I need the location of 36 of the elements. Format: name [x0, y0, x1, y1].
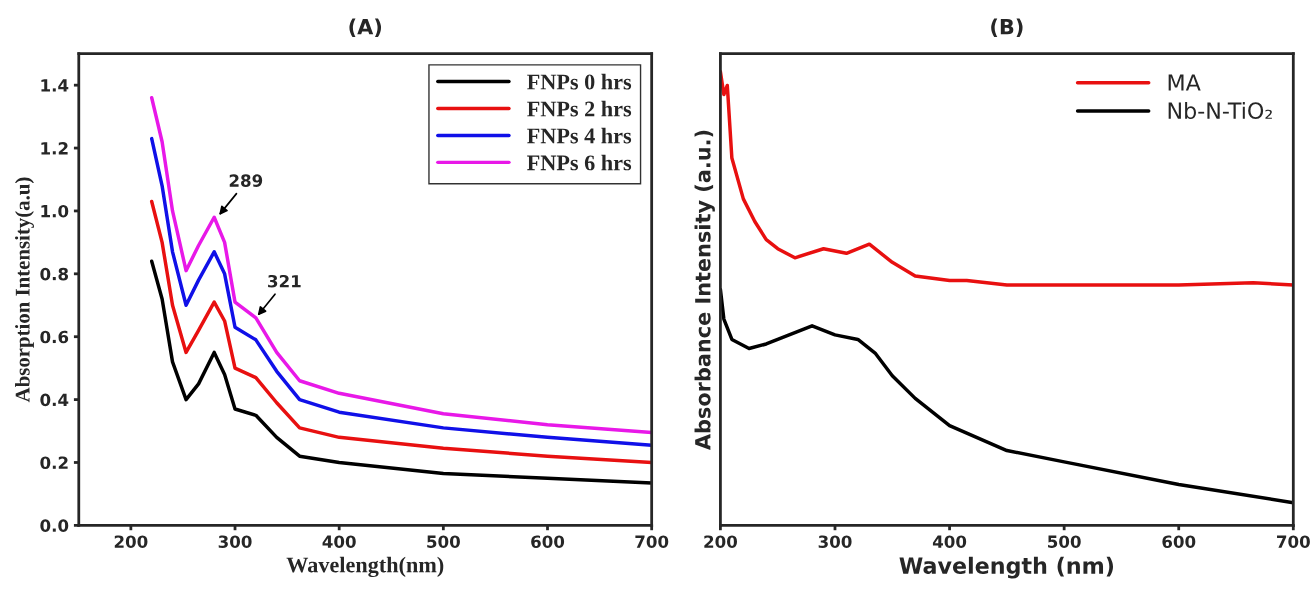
- y-tick-label: 0.4: [40, 393, 69, 407]
- x-tick-label: 400: [322, 535, 356, 548]
- legend-label: FNPs 4 hrs: [527, 127, 632, 144]
- legend-label: MA: [1168, 74, 1201, 91]
- x-tick-label: 300: [818, 535, 852, 548]
- x-tick-label: 400: [932, 535, 967, 548]
- x-tick-label: 500: [427, 535, 460, 548]
- annotation: 321: [268, 274, 301, 288]
- chart-title: (B): [991, 18, 1023, 38]
- x-tick-label: 600: [1162, 535, 1196, 548]
- x-tick-label: 200: [704, 535, 738, 548]
- x-axis-title: Wavelength (nm): [899, 556, 1114, 579]
- legend-label: FNPs 2 hrs: [527, 100, 632, 117]
- x-tick-label: 300: [218, 535, 252, 548]
- y-tick-label: 0.0: [40, 519, 69, 532]
- x-tick-label: 700: [635, 535, 669, 548]
- legend-label: FNPs 0 hrs: [527, 73, 632, 90]
- x-tick-label: 200: [114, 535, 148, 548]
- y-tick-label: 1.4: [41, 79, 69, 92]
- annotation: 289: [229, 174, 263, 187]
- y-tick-label: 0.2: [40, 456, 68, 470]
- x-axis-title: Wavelength(nm): [286, 556, 444, 578]
- x-tick-label: 700: [1277, 535, 1310, 548]
- y-tick-label: 1.2: [41, 142, 68, 155]
- y-tick-label: 0.8: [40, 267, 69, 281]
- y-axis-title: Absorbance Intensity (a.u.): [694, 130, 715, 451]
- x-tick-label: 500: [1048, 535, 1081, 548]
- line-series: [149, 259, 652, 485]
- legend-label: FNPs 6 hrs: [527, 154, 632, 171]
- y-tick-label: 1.0: [41, 204, 69, 218]
- y-axis-title: Absorption Intensity(a.u): [15, 177, 34, 403]
- chart-title: (A): [349, 18, 382, 38]
- y-tick-label: 0.6: [40, 330, 69, 344]
- x-tick-label: 600: [531, 535, 565, 548]
- line-series: [149, 199, 652, 465]
- legend-label: Nb-N-TiO₂: [1168, 101, 1272, 120]
